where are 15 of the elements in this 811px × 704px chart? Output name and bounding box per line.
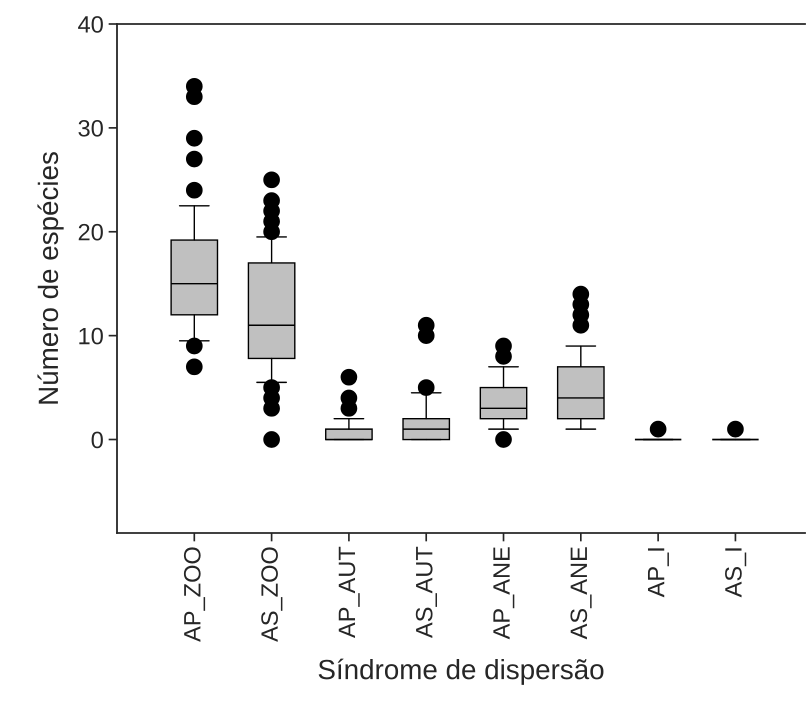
x-axis-title: Síndrome de dispersão: [318, 658, 604, 685]
x-tick-label: AP_I: [648, 548, 669, 598]
x-tick-label: AS_AUT: [416, 546, 438, 638]
y-axis-title: Número de espécies: [37, 152, 64, 404]
y-tick-label: 10: [79, 328, 103, 344]
x-tick-label: AS_ZOO: [261, 547, 282, 642]
x-tick-label: AP_AUT: [338, 546, 360, 638]
x-tick-label: AP_ZOO: [184, 547, 206, 642]
x-tick-label: AS_I: [725, 548, 746, 598]
y-tick-label: 40: [78, 16, 103, 33]
x-tick-label: AP_ANE: [493, 547, 514, 640]
y-tick-label: 0: [92, 432, 103, 448]
y-tick-label: 30: [78, 120, 103, 137]
x-tick-label: AS_ANE: [570, 547, 592, 640]
y-tick-label: 20: [78, 224, 103, 241]
